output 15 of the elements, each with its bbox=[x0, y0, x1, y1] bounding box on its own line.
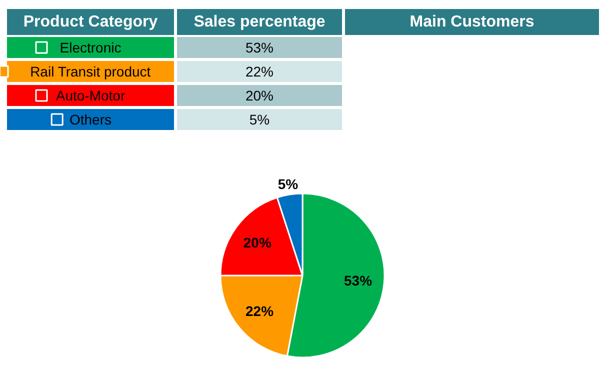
text: Product Category bbox=[23, 14, 158, 30]
text: 20% bbox=[245, 88, 274, 104]
text: 5% bbox=[249, 112, 270, 128]
legend-label: Auto-Motor bbox=[56, 88, 126, 104]
data-label: 22% bbox=[246, 303, 274, 320]
text: 22% bbox=[245, 64, 274, 80]
data-label: 5% bbox=[278, 176, 299, 192]
text: Sales percentage bbox=[194, 14, 326, 30]
legend-label: Others bbox=[69, 112, 112, 128]
legend-label: Electronic bbox=[60, 40, 122, 56]
text: 53% bbox=[245, 40, 274, 56]
data-label: 20% bbox=[243, 234, 272, 251]
data-label: 53% bbox=[344, 272, 373, 289]
legend-label: Rail Transit product bbox=[30, 64, 151, 80]
text: Main Customers bbox=[410, 14, 534, 30]
